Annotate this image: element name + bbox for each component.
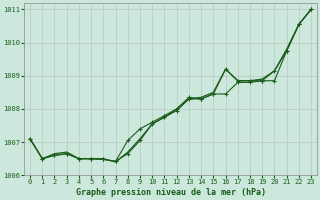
X-axis label: Graphe pression niveau de la mer (hPa): Graphe pression niveau de la mer (hPa) [76, 188, 266, 197]
